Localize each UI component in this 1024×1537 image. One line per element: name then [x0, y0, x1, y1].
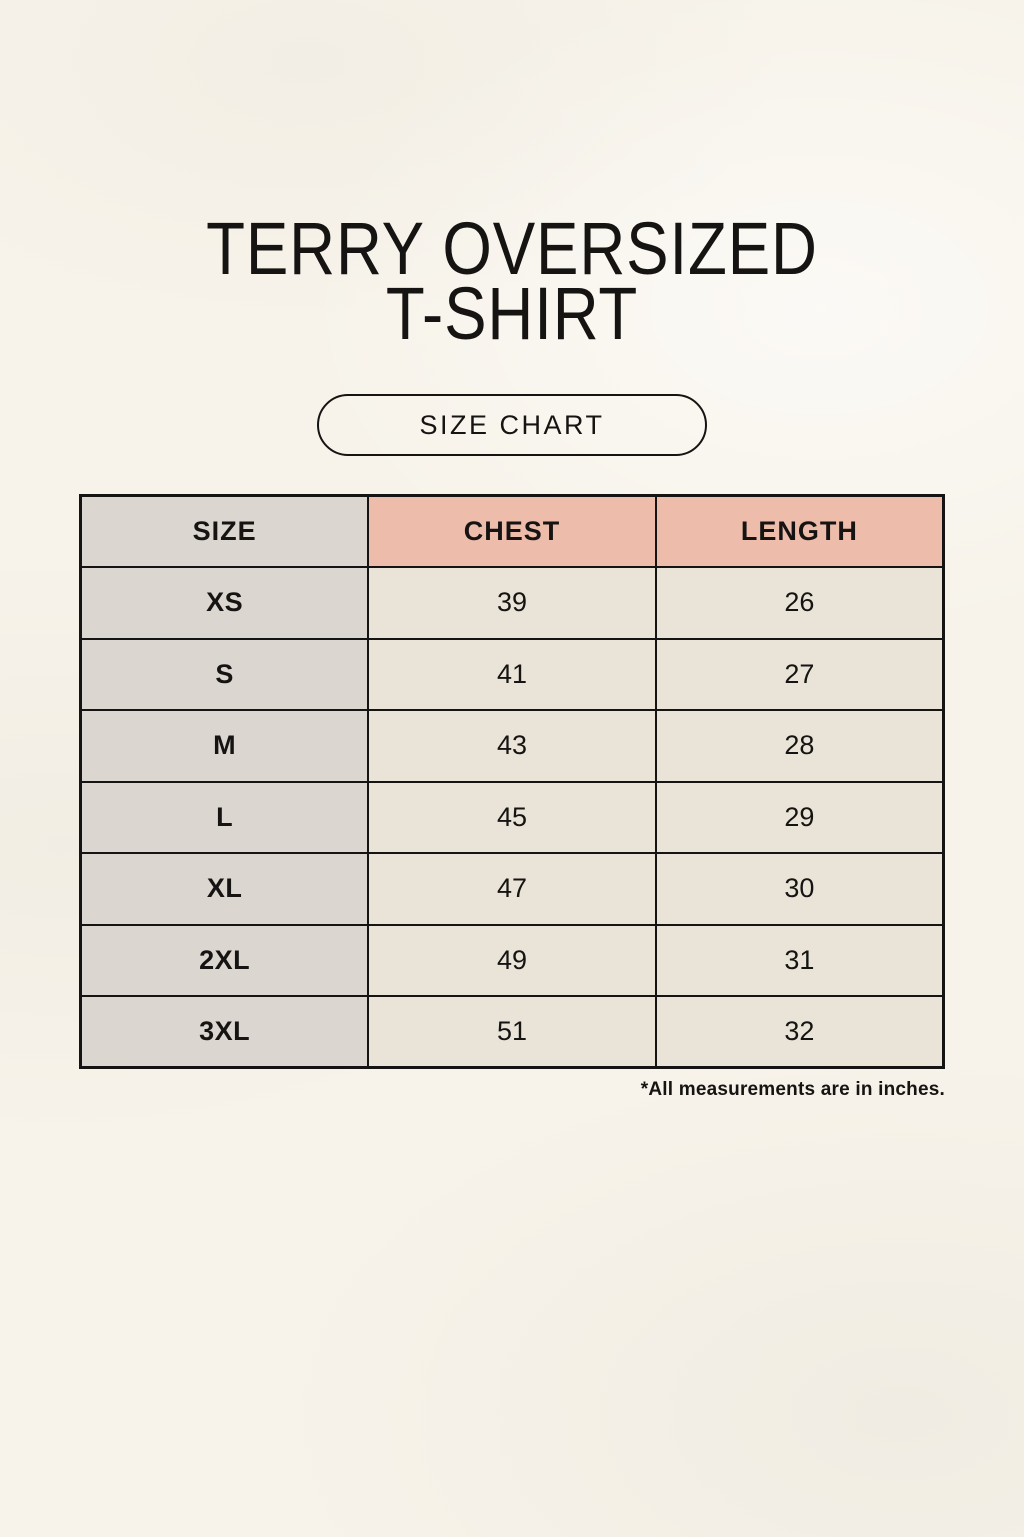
length-cell: 28 [654, 709, 945, 783]
size-cell: L [79, 780, 370, 855]
size-cell: XS [79, 566, 370, 640]
table-row: M 43 28 [79, 709, 945, 783]
size-cell: XL [79, 852, 370, 926]
product-title-line1: TERRY OVERSIZED [206, 207, 818, 290]
column-header-length: LENGTH [654, 494, 945, 569]
table-row: L 45 29 [79, 780, 945, 855]
table-header-row: SIZE CHEST LENGTH [79, 494, 945, 569]
chest-cell: 49 [367, 923, 657, 998]
length-cell: 26 [654, 566, 945, 640]
chest-cell: 39 [367, 566, 657, 640]
size-cell: S [79, 637, 370, 712]
table-row: XL 47 30 [79, 852, 945, 926]
column-header-chest: CHEST [367, 494, 657, 569]
chest-cell: 47 [367, 852, 657, 926]
chest-cell: 43 [367, 709, 657, 783]
product-title-line2: T-SHIRT [385, 272, 639, 356]
size-chart-table: SIZE CHEST LENGTH XS 39 26 S 41 27 M 43 … [79, 494, 945, 1070]
product-title: TERRY OVERSIZED T-SHIRT [72, 207, 953, 356]
table-row: 2XL 49 31 [79, 923, 945, 998]
size-chart-button-label: SIZE CHART [419, 409, 605, 440]
column-header-size: SIZE [79, 494, 370, 569]
length-cell: 31 [654, 923, 945, 998]
length-cell: 29 [654, 780, 945, 855]
size-cell: 2XL [79, 923, 370, 998]
size-chart-button[interactable]: SIZE CHART [317, 394, 707, 457]
table-row: XS 39 26 [79, 566, 945, 640]
chest-cell: 51 [367, 995, 657, 1069]
size-cell: 3XL [79, 995, 370, 1069]
table-row: S 41 27 [79, 637, 945, 712]
length-cell: 32 [654, 995, 945, 1069]
chest-cell: 45 [367, 780, 657, 855]
measurements-footnote: *All measurements are in inches. [640, 1079, 945, 1101]
length-cell: 30 [654, 852, 945, 926]
chest-cell: 41 [367, 637, 657, 712]
table-row: 3XL 51 32 [79, 995, 945, 1069]
length-cell: 27 [654, 637, 945, 712]
size-cell: M [79, 709, 370, 783]
